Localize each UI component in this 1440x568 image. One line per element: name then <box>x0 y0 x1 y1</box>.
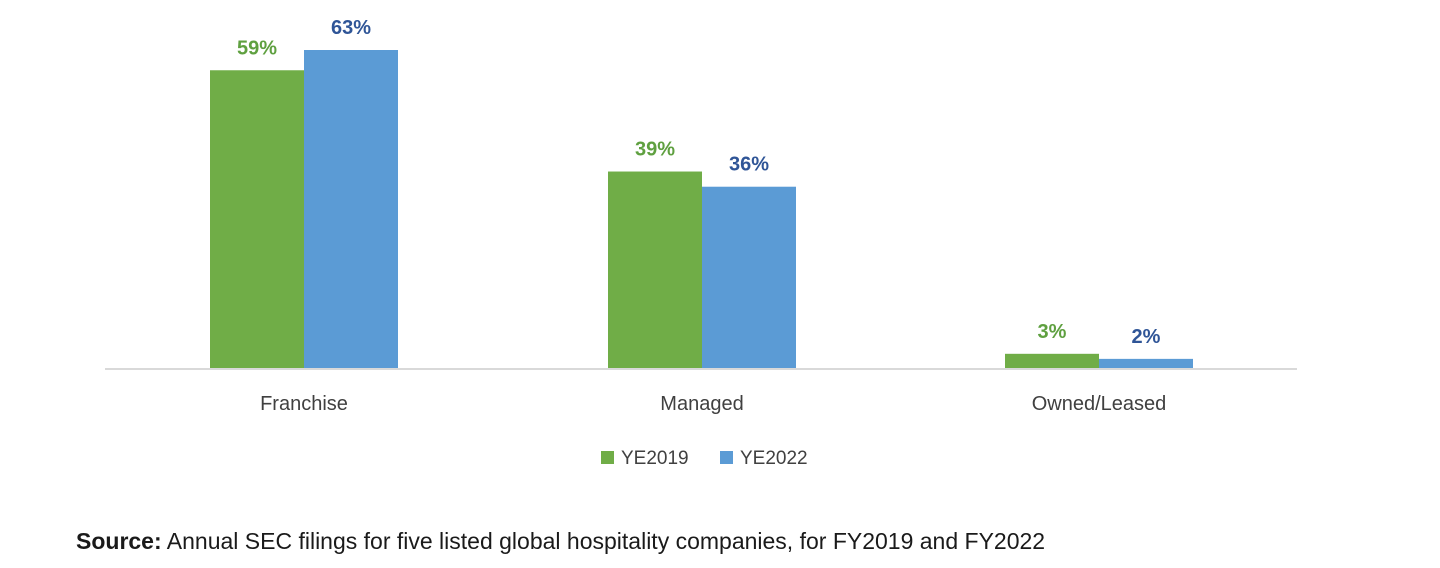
bar-ye2022-franchise <box>304 50 398 369</box>
legend-label-ye2022: YE2022 <box>740 448 808 469</box>
bar-ye2019-managed <box>608 171 702 369</box>
bar-ye2019-owned-leased <box>1005 353 1099 369</box>
bar-ye2022-managed <box>702 186 796 369</box>
legend-swatch-ye2019 <box>601 451 614 464</box>
legend: YE2019 YE2022 <box>601 448 808 469</box>
data-label-ye2022-franchise: 63% <box>331 17 371 39</box>
data-label-ye2019-managed: 39% <box>635 139 675 161</box>
data-labels-layer: 59% 63% 39% 36% 3% 2% <box>237 17 1161 348</box>
data-label-ye2019-owned-leased: 3% <box>1038 321 1067 343</box>
bar-chart: 59% 63% 39% 36% 3% 2% Franchise Managed Owned/L… <box>105 17 1297 469</box>
source-note: Source: Annual SEC filings for five list… <box>76 528 1045 555</box>
legend-label-ye2019: YE2019 <box>621 448 689 469</box>
category-labels-layer: Franchise Managed Owned/Leased <box>260 393 1166 415</box>
category-label-owned-leased: Owned/Leased <box>1032 393 1167 415</box>
data-label-ye2019-franchise: 59% <box>237 37 277 59</box>
source-text: Annual SEC filings for five listed globa… <box>166 528 1046 554</box>
bar-ye2022-owned-leased <box>1099 358 1193 369</box>
source-label: Source: <box>76 528 162 554</box>
bar-ye2019-franchise <box>210 70 304 369</box>
data-label-ye2022-owned-leased: 2% <box>1132 326 1161 348</box>
legend-swatch-ye2022 <box>720 451 733 464</box>
category-label-managed: Managed <box>660 393 743 415</box>
bars-layer <box>210 50 1193 369</box>
data-label-ye2022-managed: 36% <box>729 154 769 176</box>
category-label-franchise: Franchise <box>260 393 348 415</box>
